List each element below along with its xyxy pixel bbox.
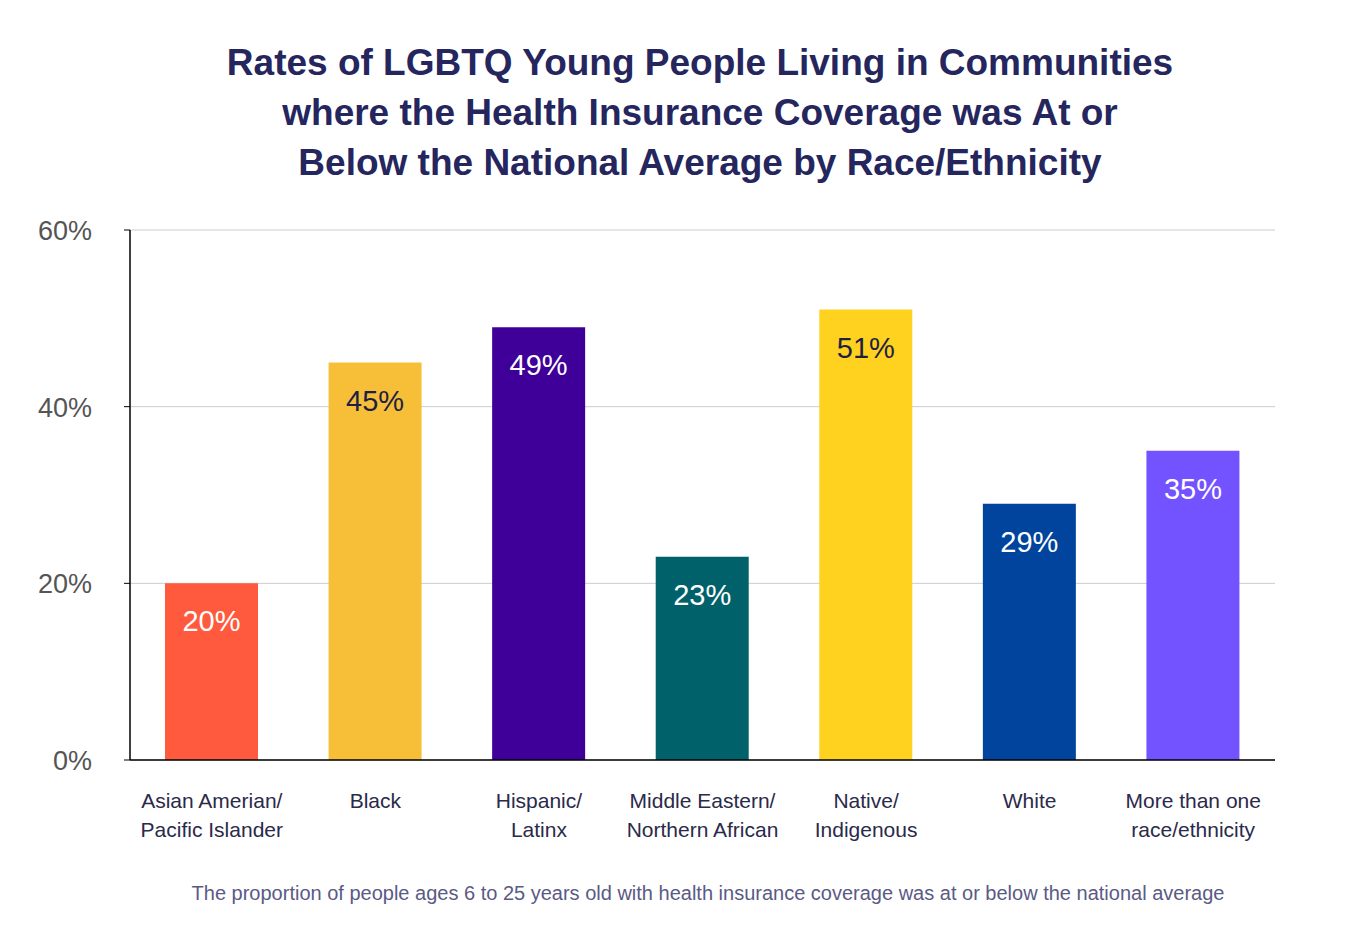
svg-text:Native/: Native/	[833, 789, 899, 812]
svg-text:20%: 20%	[38, 569, 92, 599]
svg-text:Hispanic/: Hispanic/	[496, 789, 583, 812]
svg-text:29%: 29%	[1000, 526, 1058, 558]
svg-text:60%: 60%	[38, 216, 92, 246]
svg-text:49%: 49%	[510, 349, 568, 381]
html-text:Below the National Average by: Below the National Average by Race/Ethni…	[298, 142, 1102, 183]
svg-text:0%: 0%	[53, 746, 92, 776]
svg-text:Indigenous: Indigenous	[815, 818, 918, 841]
svg-text:Black: Black	[350, 789, 402, 812]
html-text:The proportion of people ages: The proportion of people ages 6 to 25 ye…	[191, 882, 1225, 904]
svg-text:20%: 20%	[182, 605, 240, 637]
svg-text:Middle Eastern/: Middle Eastern/	[630, 789, 776, 812]
svg-text:White: White	[1003, 789, 1057, 812]
svg-text:race/ethnicity: race/ethnicity	[1131, 818, 1255, 841]
svg-text:Asian Amerian/: Asian Amerian/	[141, 789, 282, 812]
svg-text:Northern African: Northern African	[627, 818, 779, 841]
svg-text:51%: 51%	[837, 332, 895, 364]
svg-text:Latinx: Latinx	[511, 818, 568, 841]
svg-text:23%: 23%	[673, 579, 731, 611]
svg-text:40%: 40%	[38, 393, 92, 423]
svg-text:Pacific Islander: Pacific Islander	[141, 818, 283, 841]
svg-text:35%: 35%	[1164, 473, 1222, 505]
svg-text:More than one: More than one	[1125, 789, 1260, 812]
html-text:where the Health Insurance Cov: where the Health Insurance Coverage was …	[282, 92, 1118, 133]
svg-text:45%: 45%	[346, 385, 404, 417]
html-text:Rates of LGBTQ Young People Li: Rates of LGBTQ Young People Living in Co…	[226, 42, 1174, 83]
